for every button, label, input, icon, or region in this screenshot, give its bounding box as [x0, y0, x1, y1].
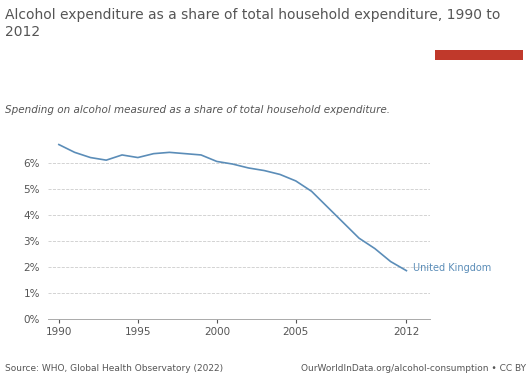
- Text: in Data: in Data: [462, 30, 496, 39]
- Text: United Kingdom: United Kingdom: [413, 262, 491, 273]
- Text: Spending on alcohol measured as a share of total household expenditure.: Spending on alcohol measured as a share …: [5, 105, 390, 115]
- Text: OurWorldInData.org/alcohol-consumption • CC BY: OurWorldInData.org/alcohol-consumption •…: [301, 364, 526, 373]
- Text: Source: WHO, Global Health Observatory (2022): Source: WHO, Global Health Observatory (…: [5, 364, 224, 373]
- Text: Our World: Our World: [455, 16, 503, 26]
- Bar: [435, 50, 523, 60]
- Text: Alcohol expenditure as a share of total household expenditure, 1990 to
2012: Alcohol expenditure as a share of total …: [5, 8, 501, 39]
